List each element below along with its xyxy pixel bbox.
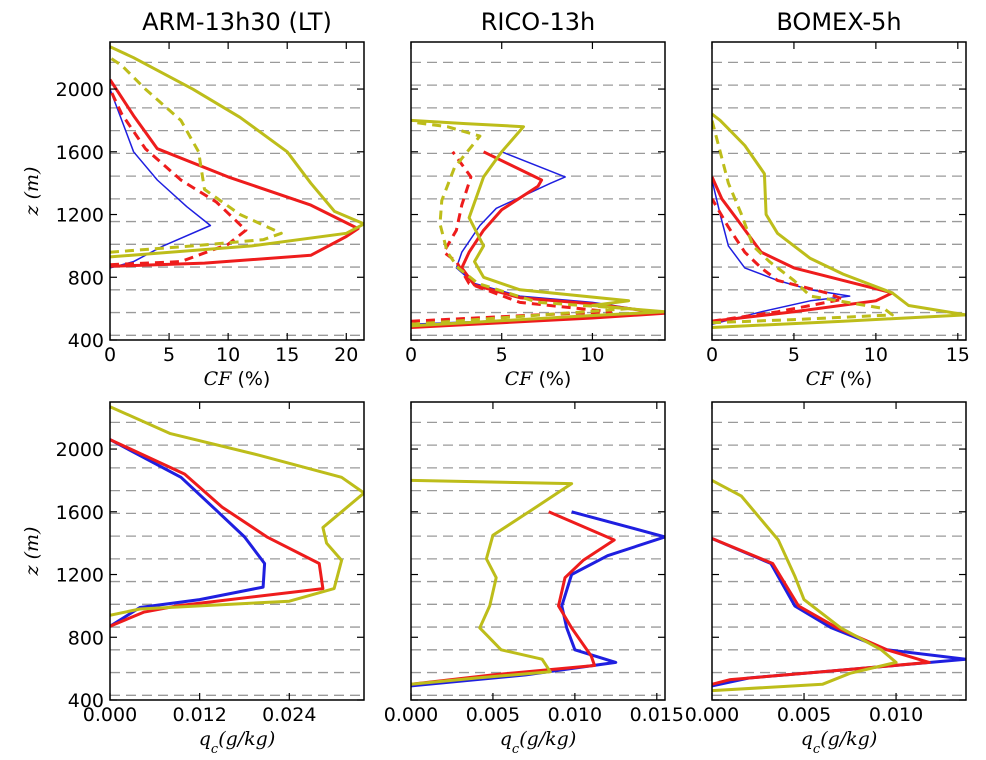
x-axis-label: CF (%) — [505, 368, 572, 390]
x-tick-label: 0.012 — [172, 704, 226, 726]
series-red-solid — [110, 438, 325, 628]
x-axis-label: CF (%) — [204, 368, 271, 390]
x-tick-label: 5 — [788, 344, 800, 366]
series-yellow-solid — [411, 118, 665, 328]
x-tick-label: 0.010 — [869, 704, 923, 726]
series-red-dashed — [712, 198, 845, 323]
axes-frame — [109, 41, 365, 341]
y-tick-label: 2000 — [56, 439, 104, 461]
x-axis-label: qc(g/kg) — [199, 728, 276, 757]
x-tick-label: 10 — [864, 344, 888, 366]
panel-title: BOMEX-5h — [776, 8, 901, 36]
x-tick-label: 0.000 — [685, 704, 739, 726]
x-tick-label: 0.000 — [384, 704, 438, 726]
x-tick-label: 0.005 — [777, 704, 831, 726]
series-red-dashed — [110, 88, 248, 267]
x-tick-label: 0.010 — [548, 704, 602, 726]
y-tick-label: 1200 — [56, 565, 104, 587]
series-yellow-solid — [712, 112, 966, 329]
panel-rico_cf: 0 5 10 RICO-13h CF (%) — [405, 8, 666, 390]
y-axis-label: z (m) — [21, 167, 43, 217]
panel-bomex_cf: 0 5 10 15 BOMEX-5h CF (%) — [706, 8, 970, 390]
series-red-solid — [411, 150, 665, 329]
x-tick-label: 0.015 — [630, 704, 684, 726]
series-red-solid — [411, 510, 616, 686]
x-axis-label: CF (%) — [806, 368, 873, 390]
panel-arm_qc: 0.000 0.012 0.024 400 800 1200 1600 2000 qc(g/kg… — [21, 401, 365, 757]
x-tick-label: 20 — [334, 344, 358, 366]
series-blue-solid — [712, 179, 851, 326]
series-yellow-solid — [110, 405, 364, 617]
series-red-solid — [712, 537, 931, 686]
series-blue-solid — [110, 438, 267, 628]
series-yellow-solid — [712, 479, 898, 693]
panel-arm_cf: 0 5 10 15 20 400 800 1200 1600 2000 ARM-13h30 (LT)… — [21, 8, 365, 390]
y-tick-label: 400 — [68, 330, 104, 352]
panel-title: ARM-13h30 (LT) — [142, 8, 332, 36]
series-red-solid — [712, 176, 894, 323]
axes-frame — [711, 41, 967, 341]
series-yellow-dashed — [411, 120, 631, 326]
x-axis-label: qc(g/kg) — [500, 728, 577, 757]
x-tick-label: 0.000 — [83, 704, 137, 726]
axes-frame — [711, 401, 967, 701]
axes-frame — [410, 401, 666, 701]
x-tick-label: 15 — [946, 344, 970, 366]
x-tick-label: 0 — [706, 344, 718, 366]
series-red-solid — [110, 78, 360, 268]
y-tick-label: 1200 — [56, 205, 104, 227]
x-tick-label: 0.024 — [262, 704, 316, 726]
series-blue-solid — [110, 88, 212, 269]
x-tick-label: 5 — [496, 344, 508, 366]
axes-frame — [410, 41, 666, 341]
y-tick-label: 400 — [68, 690, 104, 712]
panel-title: RICO-13h — [481, 8, 595, 36]
x-tick-label: 15 — [275, 344, 299, 366]
x-tick-label: 0 — [405, 344, 417, 366]
y-tick-label: 2000 — [56, 79, 104, 101]
series-yellow-dashed — [110, 56, 283, 254]
x-axis-label: qc(g/kg) — [801, 728, 878, 757]
panel-rico_qc: 0.000 0.005 0.010 0.015 qc(g/kg) — [384, 401, 684, 757]
x-tick-label: 10 — [216, 344, 240, 366]
y-axis-label: z (m) — [21, 527, 43, 577]
series-yellow-dashed — [712, 120, 894, 325]
x-tick-label: 5 — [163, 344, 175, 366]
x-tick-label: 0 — [104, 344, 116, 366]
axes-frame — [109, 401, 365, 701]
series-yellow-solid — [110, 45, 364, 259]
series-yellow-solid — [411, 478, 574, 686]
y-tick-label: 800 — [68, 267, 104, 289]
y-tick-label: 1600 — [56, 142, 104, 164]
y-tick-label: 1600 — [56, 502, 104, 524]
y-tick-label: 800 — [68, 627, 104, 649]
x-tick-label: 0.005 — [466, 704, 520, 726]
x-tick-label: 10 — [580, 344, 604, 366]
